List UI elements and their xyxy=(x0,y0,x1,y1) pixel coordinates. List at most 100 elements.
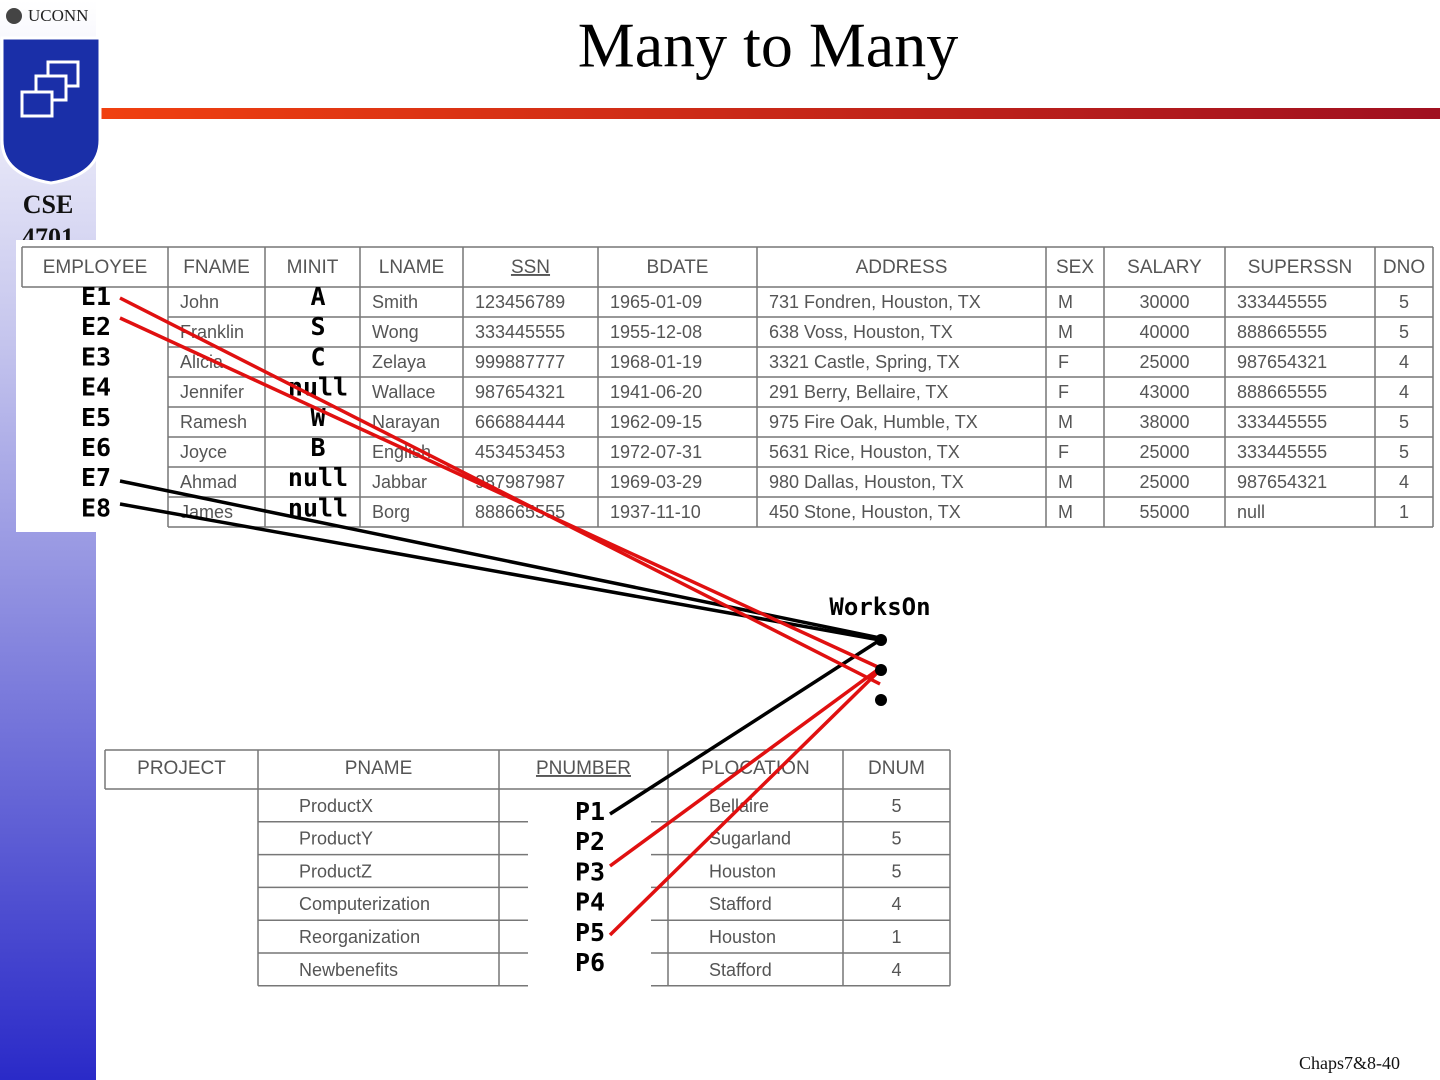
cell: 987987987 xyxy=(475,472,565,492)
project-id: P2 xyxy=(575,827,605,856)
cell: 4 xyxy=(891,894,901,914)
cell: ProductX xyxy=(299,796,373,816)
cell: M xyxy=(1058,292,1073,312)
cell: 666884444 xyxy=(475,412,565,432)
cell: 55000 xyxy=(1139,502,1189,522)
cell: 987654321 xyxy=(475,382,565,402)
cell: F xyxy=(1058,442,1069,462)
column-header: SSN xyxy=(511,257,550,278)
project-table: PROJECT PNAME PNUMBER PLOCATION DNUMProductX… xyxy=(104,749,951,987)
connector xyxy=(119,296,881,686)
cell: 1 xyxy=(891,927,901,947)
minit-value: B xyxy=(310,433,325,462)
cell: Alicia xyxy=(180,352,224,372)
cell: 987654321 xyxy=(1237,352,1327,372)
column-header: FNAME xyxy=(183,257,250,278)
connector xyxy=(608,666,882,868)
minit-value: S xyxy=(310,312,325,341)
cell: Houston xyxy=(709,927,776,947)
column-header: DNO xyxy=(1383,257,1425,278)
cell: Reorganization xyxy=(299,927,420,947)
project-id: P5 xyxy=(575,918,605,947)
column-header: PROJECT xyxy=(137,758,226,779)
cell: 453453453 xyxy=(475,442,565,462)
cell: 888665555 xyxy=(1237,382,1327,402)
cell: 3321 Castle, Spring, TX xyxy=(769,352,960,372)
cell: 1968-01-19 xyxy=(610,352,702,372)
minit-value: null xyxy=(288,463,348,492)
dot xyxy=(875,694,887,706)
cell: John xyxy=(180,292,219,312)
cell: M xyxy=(1058,322,1073,342)
cell: 333445555 xyxy=(1237,442,1327,462)
relationship-label: WorksOn xyxy=(829,593,930,621)
connector xyxy=(119,479,881,640)
cell: Joyce xyxy=(180,442,227,462)
logo: UCONN xyxy=(0,6,102,185)
cell: 38000 xyxy=(1139,412,1189,432)
cell: 638 Voss, Houston, TX xyxy=(769,322,953,342)
cell: ProductZ xyxy=(299,861,372,881)
column-header: MINIT xyxy=(287,257,339,278)
cell: null xyxy=(1237,502,1265,522)
minit-value: C xyxy=(310,342,325,371)
cell: Sugarland xyxy=(709,829,791,849)
cell: 987654321 xyxy=(1237,472,1327,492)
column-header: SEX xyxy=(1056,257,1094,278)
cell: 25000 xyxy=(1139,352,1189,372)
cell: 888665555 xyxy=(475,502,565,522)
connector xyxy=(609,638,881,816)
project-id: P6 xyxy=(575,948,605,977)
employee-id: E5 xyxy=(81,403,111,432)
slide-title: Many to Many xyxy=(578,10,958,81)
cell: 25000 xyxy=(1139,442,1189,462)
cell: 1965-01-09 xyxy=(610,292,702,312)
employee-id: E6 xyxy=(81,433,111,462)
cell: 4 xyxy=(1399,352,1409,372)
title-rule xyxy=(100,108,1440,119)
project-id: P3 xyxy=(575,857,605,886)
column-header: LNAME xyxy=(379,257,444,278)
cell: Smith xyxy=(372,292,418,312)
employee-id: E8 xyxy=(81,493,111,522)
cell: ProductY xyxy=(299,829,373,849)
cell: Borg xyxy=(372,502,410,522)
connector xyxy=(119,316,881,670)
employee-id: E7 xyxy=(81,463,111,492)
cell: M xyxy=(1058,502,1073,522)
footer: Chaps7&8-40 xyxy=(1299,1053,1400,1073)
cell: 5 xyxy=(1399,322,1409,342)
connectors xyxy=(119,296,887,937)
cell: 5 xyxy=(1399,442,1409,462)
column-header: PNAME xyxy=(345,758,413,779)
cell: Bellaire xyxy=(709,796,769,816)
cell: 30000 xyxy=(1139,292,1189,312)
column-header: SALARY xyxy=(1127,257,1202,278)
id-background xyxy=(16,240,96,532)
dot xyxy=(875,634,887,646)
cell: 731 Fondren, Houston, TX xyxy=(769,292,981,312)
dot xyxy=(875,664,887,676)
employee-id: E4 xyxy=(81,373,111,402)
cell: 4 xyxy=(1399,382,1409,402)
employee-id: E2 xyxy=(81,312,111,341)
cell: 975 Fire Oak, Humble, TX xyxy=(769,412,978,432)
cell: 333445555 xyxy=(475,322,565,342)
cell: Jennifer xyxy=(180,382,244,402)
cell: 1962-09-15 xyxy=(610,412,702,432)
column-header: SUPERSSN xyxy=(1248,257,1353,278)
cell: Wallace xyxy=(372,382,435,402)
cell: 291 Berry, Bellaire, TX xyxy=(769,382,948,402)
cell: 25000 xyxy=(1139,472,1189,492)
cell: 5 xyxy=(1399,292,1409,312)
cell: 1955-12-08 xyxy=(610,322,702,342)
cell: Narayan xyxy=(372,412,440,432)
cell: 4 xyxy=(891,960,901,980)
cell: 5 xyxy=(1399,412,1409,432)
minit-value: A xyxy=(310,282,325,311)
cell: Jabbar xyxy=(372,472,427,492)
connector xyxy=(119,502,881,642)
cell: 1969-03-29 xyxy=(610,472,702,492)
logo-text: UCONN xyxy=(28,6,88,25)
